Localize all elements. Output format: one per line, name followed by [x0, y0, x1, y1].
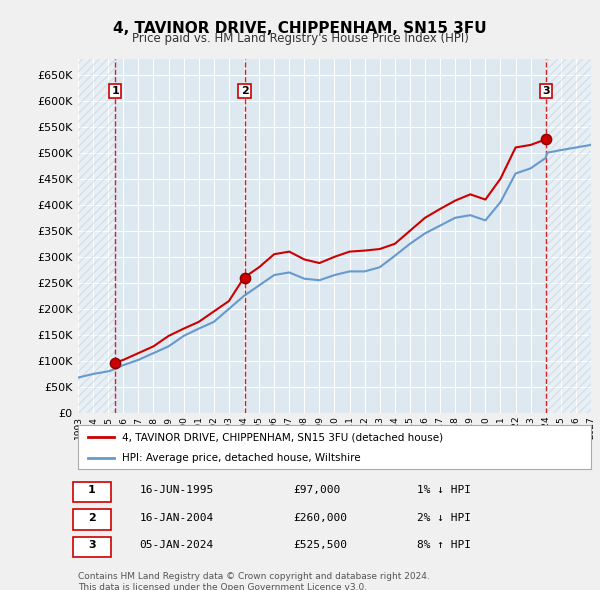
Text: 05-JAN-2024: 05-JAN-2024 [140, 540, 214, 550]
Text: Price paid vs. HM Land Registry's House Price Index (HPI): Price paid vs. HM Land Registry's House … [131, 32, 469, 45]
Text: 4, TAVINOR DRIVE, CHIPPENHAM, SN15 3FU: 4, TAVINOR DRIVE, CHIPPENHAM, SN15 3FU [113, 21, 487, 35]
FancyBboxPatch shape [73, 509, 112, 530]
Point [110, 358, 120, 367]
FancyBboxPatch shape [73, 482, 112, 502]
Text: 1% ↓ HPI: 1% ↓ HPI [416, 486, 470, 496]
Text: 8% ↑ HPI: 8% ↑ HPI [416, 540, 470, 550]
Point [240, 273, 250, 283]
Bar [547, 59, 591, 413]
Bar [78, 59, 116, 413]
Text: HPI: Average price, detached house, Wiltshire: HPI: Average price, detached house, Wilt… [122, 453, 360, 463]
FancyBboxPatch shape [73, 536, 112, 557]
Text: Contains HM Land Registry data © Crown copyright and database right 2024.
This d: Contains HM Land Registry data © Crown c… [78, 572, 430, 590]
Text: 16-JUN-1995: 16-JUN-1995 [140, 486, 214, 496]
Point [541, 135, 551, 144]
Text: 2: 2 [241, 86, 248, 96]
Text: 3: 3 [542, 86, 550, 96]
Text: £260,000: £260,000 [293, 513, 347, 523]
Text: 4, TAVINOR DRIVE, CHIPPENHAM, SN15 3FU (detached house): 4, TAVINOR DRIVE, CHIPPENHAM, SN15 3FU (… [122, 432, 443, 442]
Text: 3: 3 [88, 540, 95, 550]
Text: 1: 1 [88, 486, 96, 496]
Text: 16-JAN-2004: 16-JAN-2004 [140, 513, 214, 523]
Text: £97,000: £97,000 [293, 486, 341, 496]
Text: 2: 2 [88, 513, 96, 523]
Text: 2% ↓ HPI: 2% ↓ HPI [416, 513, 470, 523]
Text: 1: 1 [111, 86, 119, 96]
Text: £525,500: £525,500 [293, 540, 347, 550]
